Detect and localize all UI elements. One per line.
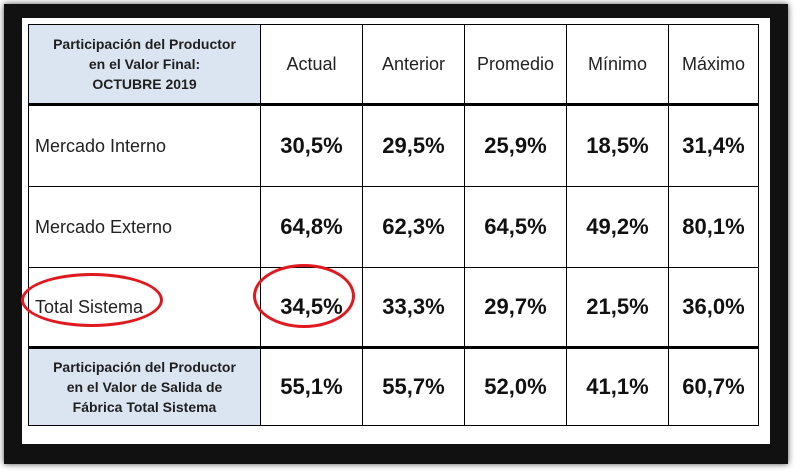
table-sheet: Participación del Productor en el Valor … [21, 18, 770, 444]
producer-participation-table: Participación del Productor en el Valor … [21, 24, 759, 426]
cell-value-highlighted: 34,5% [280, 294, 343, 319]
cell-value: 36,0% [668, 267, 759, 348]
cell-value: 30,5% [260, 103, 363, 187]
cell-value: 60,7% [668, 346, 759, 426]
cell-value: 55,1% [260, 346, 363, 426]
row-label-total-sistema-cell: Total Sistema [21, 267, 261, 348]
cell-value: 64,8% [260, 186, 363, 268]
factory-label-line3: Fábrica Total Sistema [72, 399, 217, 415]
cell-value: 62,3% [362, 186, 465, 268]
cell-value: 29,7% [464, 267, 567, 348]
cell-value: 80,1% [668, 186, 759, 268]
table-row-mercado-interno: Mercado Interno 30,5% 29,5% 25,9% 18,5% … [28, 103, 759, 187]
header-row: Participación del Productor en el Valor … [28, 24, 759, 105]
corner-header-line3: OCTUBRE 2019 [92, 76, 197, 92]
cell-value: 55,7% [362, 346, 465, 426]
cell-value: 29,5% [362, 103, 465, 187]
corner-header: Participación del Productor en el Valor … [28, 24, 261, 105]
cell-value: 52,0% [464, 346, 567, 426]
total-actual-cell: 34,5% [253, 264, 363, 348]
factory-label-line1: Participación del Productor [53, 359, 236, 375]
factory-row-label: Participación del Productor en el Valor … [28, 346, 261, 426]
factory-label-line2: en el Valor de Salida de [66, 379, 223, 395]
cell-value: 41,1% [566, 346, 669, 426]
table-row-total-sistema: Total Sistema 34,5% 33,3% 29,7% 21,5% 36… [21, 264, 759, 348]
column-header-anterior: Anterior [362, 24, 465, 105]
row-label-mercado-externo: Mercado Externo [28, 186, 261, 268]
row-label-mercado-interno: Mercado Interno [28, 103, 261, 187]
column-header-minimo: Mínimo [566, 24, 669, 105]
cell-value: 49,2% [566, 186, 669, 268]
image-frame: Participación del Productor en el Valor … [4, 4, 788, 464]
cell-value: 25,9% [464, 103, 567, 187]
cell-value: 31,4% [668, 103, 759, 187]
cell-value: 33,3% [362, 267, 465, 348]
column-header-promedio: Promedio [464, 24, 567, 105]
cell-value: 64,5% [464, 186, 567, 268]
table-row-mercado-externo: Mercado Externo 64,8% 62,3% 64,5% 49,2% … [28, 186, 759, 268]
corner-header-line1: Participación del Productor [53, 36, 236, 52]
column-header-actual: Actual [260, 24, 363, 105]
row-label-total-sistema: Total Sistema [35, 296, 144, 317]
column-header-maximo: Máximo [668, 24, 759, 105]
corner-header-line2: en el Valor Final: [88, 56, 201, 72]
cell-value: 18,5% [566, 103, 669, 187]
cell-value: 21,5% [566, 267, 669, 348]
table-row-factory-output: Participación del Productor en el Valor … [28, 346, 759, 426]
